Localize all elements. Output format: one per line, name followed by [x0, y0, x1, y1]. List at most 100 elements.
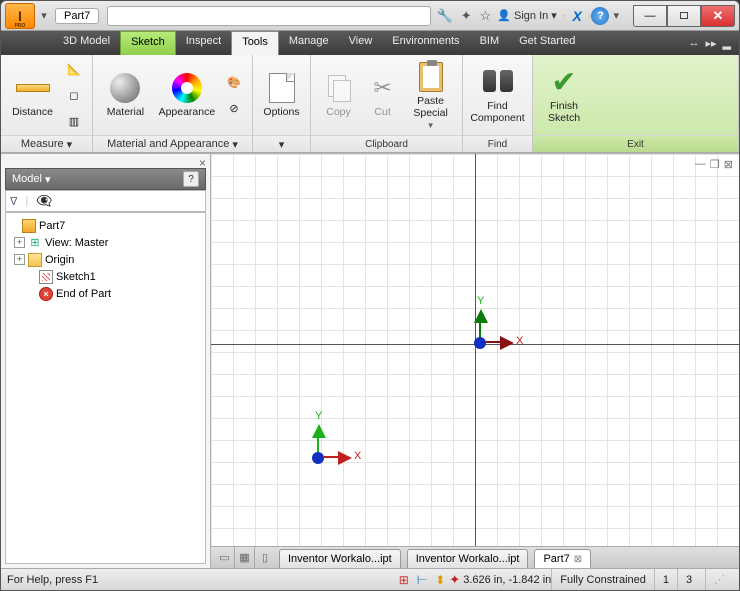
view-mode-single-icon[interactable]: ▭: [215, 547, 235, 568]
tab-sketch[interactable]: Sketch: [120, 31, 176, 55]
tree-view[interactable]: + ⊞ View: Master: [8, 234, 203, 251]
tree-end[interactable]: × End of Part: [8, 285, 203, 302]
sphere-icon: [110, 73, 140, 103]
user-icon: 👤: [497, 9, 511, 22]
clear-button[interactable]: ⊘: [222, 96, 246, 120]
view-mode-tile-icon[interactable]: ▦: [235, 547, 255, 568]
doc-tab[interactable]: Inventor Workalo...ipt: [279, 549, 401, 568]
appearance-button[interactable]: Appearance: [156, 57, 218, 133]
qat-dropdown-icon[interactable]: ▾: [37, 5, 51, 27]
signin-button[interactable]: 👤 Sign In ▾: [497, 9, 556, 22]
tab-get-started[interactable]: Get Started: [509, 31, 585, 55]
tab-overflow-icon[interactable]: ↔: [688, 37, 699, 49]
tab-3d-model[interactable]: 3D Model: [53, 31, 120, 55]
colorwheel-icon: [172, 73, 202, 103]
doc-tab[interactable]: Inventor Workalo...ipt: [407, 549, 529, 568]
restore-view-icon[interactable]: ❐: [710, 158, 720, 171]
sketch-canvas[interactable]: — ❐ ⊠ Y X Y X: [211, 154, 739, 546]
window-controls: — ✕: [633, 5, 735, 27]
tab-tools[interactable]: Tools: [231, 31, 279, 55]
doc-tab-active[interactable]: Part7 ⊠: [534, 549, 591, 568]
content-area: × Model ▾ ? ∇ | 👁‍🗨 Part7 + ⊞ View: M: [1, 153, 739, 568]
browser-title: Model: [12, 173, 42, 185]
view-mode-cascade-icon[interactable]: ▯: [255, 547, 275, 568]
maximize-button[interactable]: [667, 5, 701, 27]
doc-tab-label: Part7: [543, 553, 569, 565]
close-tab-icon[interactable]: ⊠: [574, 554, 582, 565]
ribbon-tabs: 3D Model Sketch Inspect Tools Manage Vie…: [1, 31, 739, 55]
finish-label: Finish Sketch: [548, 101, 580, 124]
copy-button[interactable]: Copy: [317, 57, 360, 133]
status-nav-icon[interactable]: ⬍: [435, 573, 445, 587]
options-label: Options: [263, 107, 299, 119]
chevron-down-icon[interactable]: ▾: [279, 138, 285, 151]
find-component-button[interactable]: Find Component: [469, 57, 526, 133]
clipboard-icon: [419, 62, 443, 92]
tab-inspect[interactable]: Inspect: [176, 31, 231, 55]
y-axis-label: Y: [315, 410, 322, 422]
close-view-icon[interactable]: ⊠: [724, 158, 733, 171]
options-button[interactable]: Options: [259, 57, 304, 133]
measure-angle-button[interactable]: 📐: [62, 57, 86, 81]
search-input[interactable]: [107, 6, 430, 26]
binoculars-icon: [483, 70, 513, 94]
minimize-button[interactable]: —: [633, 5, 667, 27]
ruler-icon: [16, 84, 50, 92]
copy-label: Copy: [326, 107, 351, 119]
find-icon[interactable]: 👁‍🗨: [36, 193, 52, 209]
cut-button[interactable]: ✂ Cut: [364, 57, 401, 133]
tab-collapse-icon[interactable]: ▂: [723, 37, 731, 50]
tool-icon[interactable]: 🔧: [437, 8, 453, 24]
chevron-down-icon[interactable]: ▾: [232, 138, 238, 151]
tab-view[interactable]: View: [339, 31, 383, 55]
model-tree[interactable]: Part7 + ⊞ View: Master + Origin Sketch1: [5, 212, 206, 564]
paste-special-button[interactable]: Paste Special ▼: [405, 57, 456, 133]
divider: ·: [563, 10, 567, 22]
viewport-controls: — ❐ ⊠: [695, 158, 733, 171]
status-icon[interactable]: ⊞: [399, 573, 409, 587]
app-menu-icon[interactable]: I: [5, 3, 35, 29]
tree-sketch[interactable]: Sketch1: [8, 268, 203, 285]
exchange-icon[interactable]: X: [572, 8, 581, 24]
measure-area-button[interactable]: ▥: [62, 109, 86, 133]
browser-header[interactable]: Model ▾ ?: [5, 168, 206, 190]
tab-bim[interactable]: BIM: [470, 31, 510, 55]
appearance-label: Appearance: [159, 107, 216, 119]
coord-icon: ✦: [449, 572, 460, 588]
material-button[interactable]: Material: [99, 57, 152, 133]
status-count-1: 1: [654, 569, 677, 590]
tree-root[interactable]: Part7: [8, 217, 203, 234]
chevron-down-icon: ▾: [45, 173, 51, 186]
chevron-down-icon[interactable]: ▾: [613, 9, 619, 22]
chevron-down-icon[interactable]: ▾: [67, 138, 73, 151]
panel-close-icon[interactable]: ×: [199, 156, 206, 170]
panel-label: Find: [463, 135, 532, 152]
adjust-button[interactable]: 🎨: [222, 70, 246, 94]
tab-manage[interactable]: Manage: [279, 31, 339, 55]
status-icon[interactable]: ⊢: [417, 573, 427, 587]
help-button[interactable]: ?: [591, 7, 609, 25]
resize-grip-icon[interactable]: ⋰: [705, 569, 733, 590]
tree-origin[interactable]: + Origin: [8, 251, 203, 268]
tab-environments[interactable]: Environments: [382, 31, 469, 55]
finish-sketch-button[interactable]: ✔ Finish Sketch: [539, 57, 589, 133]
check-icon: ✔: [547, 65, 581, 99]
tool-icon[interactable]: ✦: [461, 8, 472, 24]
filter-icon[interactable]: ∇: [10, 195, 17, 208]
distance-label: Distance: [12, 107, 53, 119]
tab-nav-icon[interactable]: ▸▸: [705, 37, 716, 50]
tree-label: Origin: [45, 254, 74, 266]
ucs-triad[interactable]: Y X: [290, 424, 350, 484]
end-icon: ×: [39, 287, 53, 301]
star-icon[interactable]: ☆: [480, 8, 492, 24]
expand-icon[interactable]: +: [14, 237, 25, 248]
minimize-view-icon[interactable]: —: [695, 158, 706, 171]
distance-button[interactable]: Distance: [7, 57, 58, 133]
close-button[interactable]: ✕: [701, 5, 735, 27]
expand-icon[interactable]: +: [14, 254, 25, 265]
ribbon: Distance 📐 ◻ ▥ Measure▾ Material Appeara…: [1, 55, 739, 153]
doc-tab-label: Inventor Workalo...ipt: [288, 553, 392, 565]
measure-loop-button[interactable]: ◻: [62, 83, 86, 107]
browser-filter-bar: ∇ | 👁‍🗨: [5, 190, 206, 212]
browser-help-icon[interactable]: ?: [183, 171, 199, 187]
